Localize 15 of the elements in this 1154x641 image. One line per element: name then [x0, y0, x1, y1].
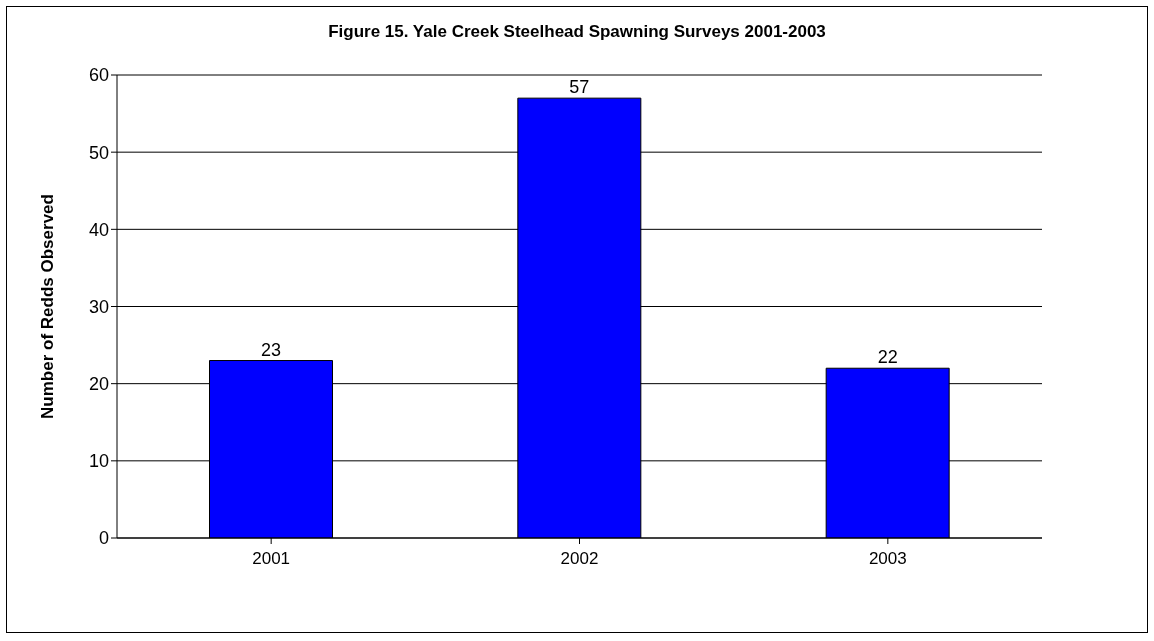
- y-tick-label: 30: [88, 296, 109, 317]
- data-label: 22: [877, 347, 898, 368]
- y-tick-label: 50: [88, 142, 109, 163]
- chart-title: Figure 15. Yale Creek Steelhead Spawning Surveys 2001-2003: [327, 22, 827, 42]
- x-tick-label: 2002: [560, 549, 599, 569]
- x-tick-label: 2003: [868, 549, 907, 569]
- y-tick-label: 40: [88, 219, 109, 240]
- y-tick-label: 60: [88, 65, 109, 86]
- y-tick-label: 0: [98, 528, 109, 549]
- y-tick-label: 10: [88, 451, 109, 472]
- x-tick-label: 2001: [252, 549, 291, 569]
- data-label: 57: [569, 77, 590, 98]
- y-axis-title: Number of Redds Observed: [38, 194, 58, 419]
- y-tick-label: 20: [88, 374, 109, 395]
- data-label: 23: [260, 339, 282, 360]
